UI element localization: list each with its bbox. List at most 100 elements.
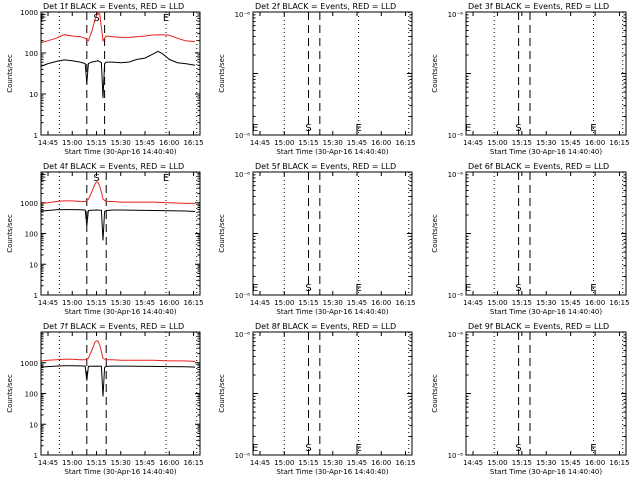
x-tick-label: 16:15 bbox=[395, 299, 415, 307]
x-axis-label: Start Time (30-Apr-16 14:40:40) bbox=[276, 148, 388, 156]
y-tick-label: 10⁻⁶ bbox=[448, 331, 464, 339]
x-tick-label: 16:15 bbox=[609, 139, 629, 147]
panel-title: Det 3f BLACK = Events, RED = LLD bbox=[468, 2, 609, 11]
x-tick-label: 15:00 bbox=[274, 459, 294, 467]
y-tick-label: 10 bbox=[29, 91, 38, 99]
event-marker-label: E bbox=[40, 13, 46, 24]
x-axis-label: Start Time (30-Apr-16 14:40:40) bbox=[276, 468, 388, 476]
x-tick-label: 16:15 bbox=[183, 139, 203, 147]
y-tick-label: 100 bbox=[25, 50, 38, 58]
event-marker-label: E bbox=[163, 173, 169, 184]
x-tick-label: 15:00 bbox=[274, 299, 294, 307]
event-marker-label: E bbox=[465, 283, 471, 294]
event-marker-label: E bbox=[590, 283, 596, 294]
y-axis-label: Counts/sec bbox=[431, 214, 439, 253]
plot-frame bbox=[40, 11, 201, 136]
y-tick-label: 10⁻⁶ bbox=[448, 11, 464, 19]
series-lld-line bbox=[41, 340, 196, 362]
detector-panel: Det 5f BLACK = Events, RED = LLD 14:45 15:… bbox=[218, 162, 416, 316]
x-axis-label: Start Time (30-Apr-16 14:40:40) bbox=[490, 148, 602, 156]
plot-frame bbox=[40, 331, 201, 456]
x-tick-label: 15:45 bbox=[135, 139, 155, 147]
x-tick-label: 15:45 bbox=[347, 299, 367, 307]
y-tick-label: 10⁻⁶ bbox=[448, 171, 464, 179]
y-tick-label: 1000 bbox=[20, 9, 38, 17]
x-tick-label: 16:00 bbox=[371, 459, 391, 467]
x-tick-label: 15:15 bbox=[512, 139, 532, 147]
x-tick-label: 16:00 bbox=[159, 299, 179, 307]
y-tick-label: 1000 bbox=[20, 200, 38, 208]
x-tick-label: 15:45 bbox=[135, 299, 155, 307]
y-tick-label: 100 bbox=[25, 391, 38, 399]
x-tick-label: 15:15 bbox=[512, 459, 532, 467]
event-marker-label: S bbox=[305, 283, 311, 294]
x-tick-label: 16:15 bbox=[395, 139, 415, 147]
y-tick-label: 10⁻⁶ bbox=[235, 171, 251, 179]
event-marker-label: E bbox=[590, 443, 596, 454]
x-tick-label: 15:00 bbox=[487, 139, 507, 147]
event-marker-label: S bbox=[515, 283, 521, 294]
x-tick-label: 15:15 bbox=[298, 459, 318, 467]
x-tick-label: 15:00 bbox=[62, 299, 82, 307]
event-marker-label: E bbox=[163, 13, 169, 24]
detector-panel: Det 6f BLACK = Events, RED = LLD 14:45 15:… bbox=[431, 162, 630, 316]
x-tick-label: 14:45 bbox=[38, 459, 58, 467]
y-tick-label: 10⁻⁸ bbox=[448, 452, 464, 460]
x-tick-label: 15:30 bbox=[323, 299, 343, 307]
plot-frame bbox=[465, 11, 627, 136]
event-marker-label: S bbox=[305, 123, 311, 134]
x-tick-label: 14:45 bbox=[250, 299, 270, 307]
x-tick-label: 16:00 bbox=[585, 459, 605, 467]
x-tick-label: 15:00 bbox=[62, 139, 82, 147]
series-lld-line bbox=[41, 181, 196, 204]
x-tick-label: 15:00 bbox=[487, 299, 507, 307]
x-tick-label: 16:00 bbox=[585, 299, 605, 307]
x-tick-label: 15:15 bbox=[298, 299, 318, 307]
series-events-line bbox=[41, 50, 196, 99]
x-tick-label: 15:30 bbox=[323, 459, 343, 467]
y-tick-label: 1000 bbox=[20, 360, 38, 368]
event-marker-label: S bbox=[515, 443, 521, 454]
y-axis-label: Counts/sec bbox=[218, 214, 226, 253]
y-tick-label: 10 bbox=[29, 261, 38, 269]
x-tick-label: 14:45 bbox=[250, 459, 270, 467]
plot-frame bbox=[40, 171, 201, 296]
panel-title: Det 1f BLACK = Events, RED = LLD bbox=[43, 2, 184, 11]
detector-panel: Det 2f BLACK = Events, RED = LLD 14:45 15:… bbox=[218, 2, 416, 156]
event-marker-label: E bbox=[252, 283, 258, 294]
y-tick-label: 1 bbox=[34, 452, 38, 460]
panel-title: Det 5f BLACK = Events, RED = LLD bbox=[255, 162, 396, 171]
x-tick-label: 16:15 bbox=[183, 299, 203, 307]
detector-panel: Det 4f BLACK = Events, RED = LLD 14:45 15:… bbox=[6, 162, 204, 316]
x-tick-label: 14:45 bbox=[250, 139, 270, 147]
y-tick-label: 10⁻⁸ bbox=[235, 452, 251, 460]
y-axis-label: Counts/sec bbox=[431, 54, 439, 93]
series-lld-line bbox=[41, 11, 196, 43]
x-tick-label: 15:15 bbox=[512, 299, 532, 307]
x-axis-label: Start Time (30-Apr-16 14:40:40) bbox=[490, 308, 602, 316]
y-tick-label: 10 bbox=[29, 421, 38, 429]
x-tick-label: 15:30 bbox=[111, 299, 131, 307]
x-axis-label: Start Time (30-Apr-16 14:40:40) bbox=[64, 148, 176, 156]
x-tick-label: 15:30 bbox=[111, 139, 131, 147]
event-marker-label: E bbox=[252, 123, 258, 134]
event-marker-label: E bbox=[590, 123, 596, 134]
x-tick-label: 16:00 bbox=[371, 139, 391, 147]
x-tick-label: 15:45 bbox=[561, 299, 581, 307]
x-tick-label: 15:30 bbox=[536, 139, 556, 147]
x-tick-label: 14:45 bbox=[463, 299, 483, 307]
panel-title: Det 7f BLACK = Events, RED = LLD bbox=[43, 322, 184, 331]
panel-title: Det 2f BLACK = Events, RED = LLD bbox=[255, 2, 396, 11]
x-tick-label: 16:00 bbox=[371, 299, 391, 307]
x-tick-label: 15:30 bbox=[111, 459, 131, 467]
y-tick-label: 1 bbox=[34, 132, 38, 140]
x-axis-label: Start Time (30-Apr-16 14:40:40) bbox=[276, 308, 388, 316]
y-axis-label: Counts/sec bbox=[6, 374, 14, 413]
x-tick-label: 15:45 bbox=[347, 139, 367, 147]
x-tick-label: 14:45 bbox=[463, 139, 483, 147]
y-axis-label: Counts/sec bbox=[431, 374, 439, 413]
x-tick-label: 15:30 bbox=[323, 139, 343, 147]
event-marker-label: S bbox=[515, 123, 521, 134]
x-tick-label: 15:45 bbox=[561, 459, 581, 467]
series-events-line bbox=[41, 209, 196, 241]
